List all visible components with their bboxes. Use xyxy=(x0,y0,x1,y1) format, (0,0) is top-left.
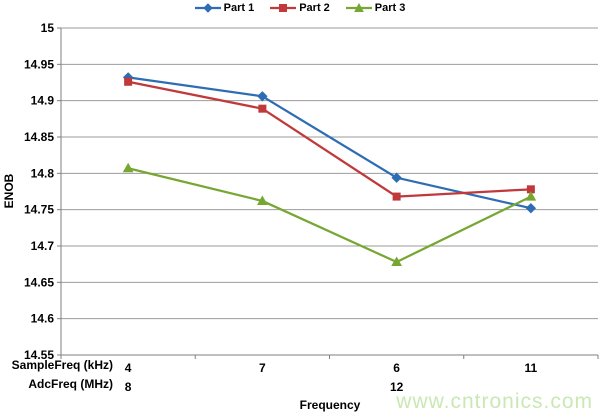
data-point xyxy=(124,77,133,86)
data-point xyxy=(257,91,268,102)
legend-label: Part 3 xyxy=(374,2,406,14)
data-point xyxy=(258,104,267,113)
data-point xyxy=(391,172,402,183)
series-line-part-1 xyxy=(127,76,532,210)
y-tick-label: 14.65 xyxy=(24,275,54,289)
y-tick-label: 14.7 xyxy=(31,239,55,253)
x-tick-label: 4 xyxy=(125,361,132,375)
y-axis-title: ENOB xyxy=(2,173,16,209)
series-line-part-2 xyxy=(127,80,531,198)
x-row-header-adcfreq: AdcFreq (MHz) xyxy=(28,377,113,391)
y-tick-label: 14.8 xyxy=(31,166,55,180)
x-tick-label: 8 xyxy=(125,380,132,394)
y-tick-label: 14.75 xyxy=(24,203,54,217)
legend-label: Part 1 xyxy=(223,2,255,14)
data-point xyxy=(525,191,537,201)
square-marker-icon xyxy=(270,4,297,12)
x-tick-label: 6 xyxy=(393,361,400,375)
data-point xyxy=(122,162,134,173)
data-point xyxy=(392,192,401,201)
y-tick-label: 14.85 xyxy=(24,130,54,144)
y-tick-label: 15 xyxy=(41,21,55,35)
triangle-marker-icon xyxy=(345,3,372,12)
data-point xyxy=(525,203,537,214)
chart-legend: Part 1 Part 2 Part 3 xyxy=(0,0,600,16)
watermark: www.cntronics.com xyxy=(396,390,593,413)
x-row-header-samplefreq: SampleFreq (kHz) xyxy=(11,358,113,372)
data-point xyxy=(391,256,402,266)
y-tick-label: 14.55 xyxy=(24,348,54,362)
x-tick-label: 11 xyxy=(525,361,538,375)
legend-label: Part 2 xyxy=(299,2,330,14)
legend-item-part-1: Part 1 xyxy=(194,2,255,14)
x-tick-label: 12 xyxy=(390,380,404,394)
y-tick-label: 14.9 xyxy=(31,94,55,108)
x-tick-label: 7 xyxy=(259,361,266,375)
diamond-marker-icon xyxy=(194,3,221,13)
series-line-part-3 xyxy=(127,167,532,264)
data-point xyxy=(257,195,268,205)
legend-item-part-3: Part 3 xyxy=(345,2,406,14)
x-axis-title: Frequency xyxy=(299,398,361,412)
y-tick-label: 14.6 xyxy=(31,312,55,326)
legend-item-part-2: Part 2 xyxy=(270,2,330,14)
y-tick-label: 14.95 xyxy=(24,57,54,71)
